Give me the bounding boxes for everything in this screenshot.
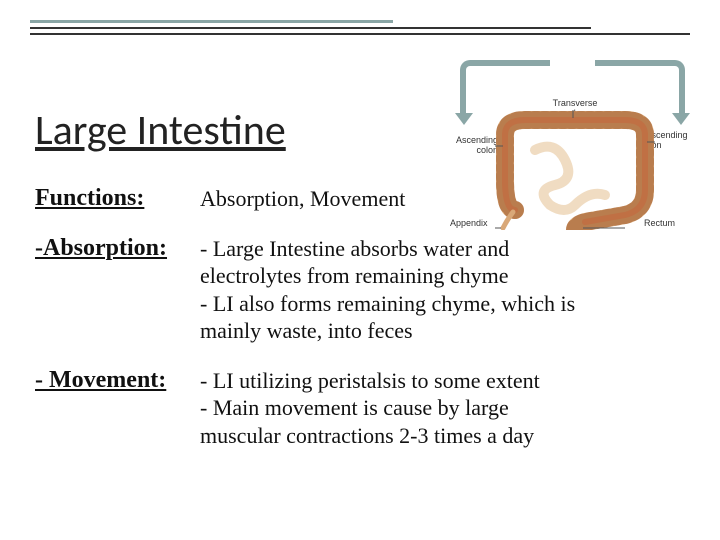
absorption-line-1: electrolytes from remaining chyme [200,262,685,290]
rule-bot [30,33,690,35]
absorption-line-2: - LI also forms remaining chyme, which i… [200,290,685,318]
rule-top [30,20,393,23]
movement-line-0: - LI utilizing peristalsis to some exten… [200,367,685,395]
movement-value: - LI utilizing peristalsis to some exten… [200,367,685,450]
arrow-down-right-icon [672,113,690,125]
bracket-left-icon [460,60,550,115]
page-title: Large Intestine [35,105,286,156]
large-intestine-icon [495,110,655,230]
movement-line-1: - Main movement is cause by large [200,394,685,422]
movement-row: - Movement: - LI utilizing peristalsis t… [35,367,685,450]
movement-label: - Movement: [35,367,200,394]
label-appendix: Appendix [450,218,488,228]
absorption-row: -Absorption: - Large Intestine absorbs w… [35,235,685,345]
bracket-right-icon [595,60,685,115]
anatomy-diagram: Transverse colon Ascending colon Descend… [450,60,695,240]
absorption-line-3: mainly waste, into feces [200,317,685,345]
arrow-down-left-icon [455,113,473,125]
absorption-value: - Large Intestine absorbs water and elec… [200,235,685,345]
rule-mid [30,27,591,29]
header-rules [30,20,690,35]
functions-label: Functions: [35,185,200,212]
movement-line-2: muscular contractions 2-3 times a day [200,422,685,450]
label-ascending-colon: Ascending colon [450,135,498,155]
absorption-label: -Absorption: [35,235,200,262]
